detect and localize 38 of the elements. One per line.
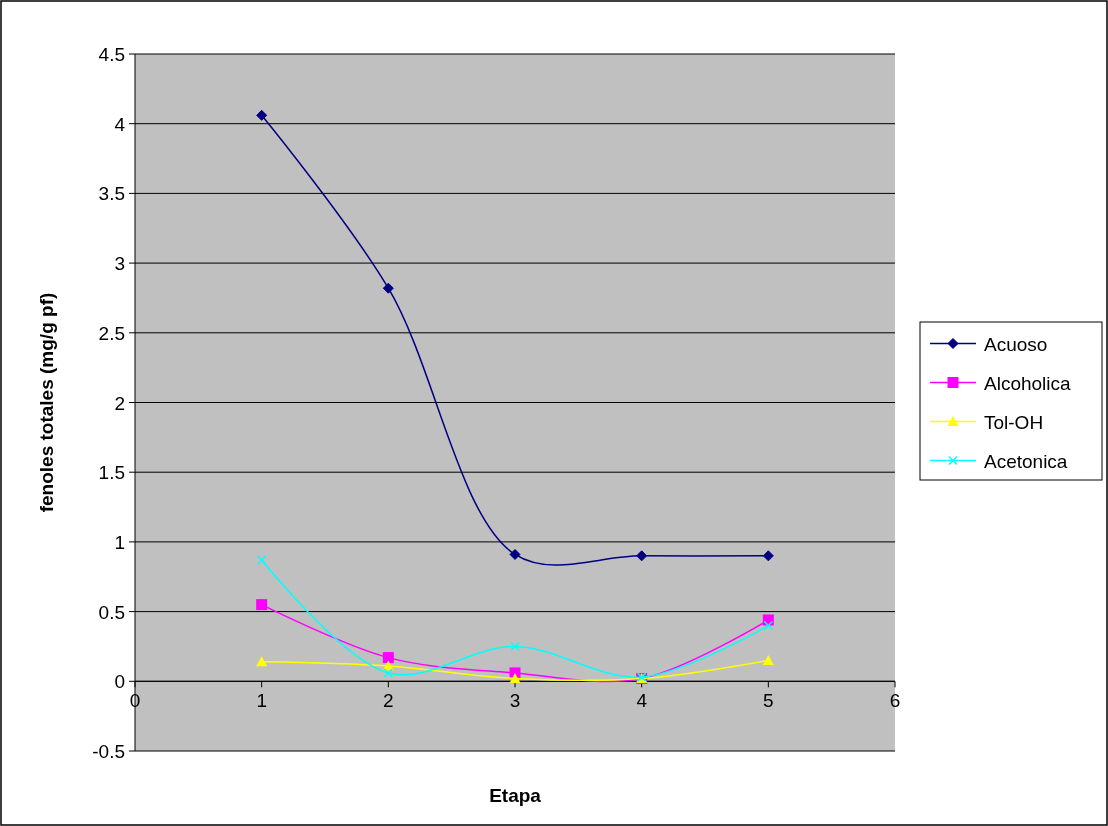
- x-tick-label: 4: [636, 690, 648, 712]
- point: [763, 620, 774, 631]
- legend-label: Acuoso: [984, 333, 1048, 355]
- point: [762, 654, 774, 665]
- point: [382, 652, 394, 664]
- y-tick-label: 1.5: [98, 462, 125, 484]
- legend-label: Acetonica: [984, 450, 1068, 472]
- y-tick-label: 4.5: [98, 44, 125, 65]
- y-tick-label: -0.5: [92, 741, 125, 762]
- y-tick-label: 4: [114, 113, 126, 135]
- x-axis-title: Etapa: [489, 785, 542, 806]
- y-tick-label: 0.5: [98, 601, 125, 623]
- point: [256, 599, 268, 611]
- x-tick-label: 2: [383, 690, 394, 712]
- x-tick-label: 3: [509, 690, 521, 712]
- x-tick-label: 1: [256, 690, 267, 712]
- point: [256, 109, 268, 121]
- point: [509, 548, 521, 560]
- point: [762, 550, 774, 562]
- legend-label: Alcoholica: [984, 372, 1072, 394]
- point: [636, 550, 648, 562]
- y-tick-label: 1: [114, 531, 125, 553]
- y-tick-label: 3: [114, 253, 125, 275]
- point: [509, 673, 521, 684]
- y-tick-label: 2.5: [98, 322, 125, 344]
- point: [382, 282, 394, 294]
- x-tick-label: 6: [889, 690, 901, 712]
- y-axis-title: fenoles totales (mg/g pf): [36, 292, 57, 513]
- legend-label: Tol-OH: [984, 411, 1044, 433]
- y-tick-label: 2: [114, 392, 125, 414]
- point: [256, 555, 267, 565]
- point: [510, 641, 520, 652]
- point: [256, 656, 268, 667]
- x-tick-label: 0: [129, 690, 141, 712]
- x-tick-label: 5: [763, 690, 774, 712]
- y-tick-label: 3.5: [98, 183, 125, 205]
- y-tick-label: 0: [114, 671, 125, 693]
- point: [383, 668, 394, 678]
